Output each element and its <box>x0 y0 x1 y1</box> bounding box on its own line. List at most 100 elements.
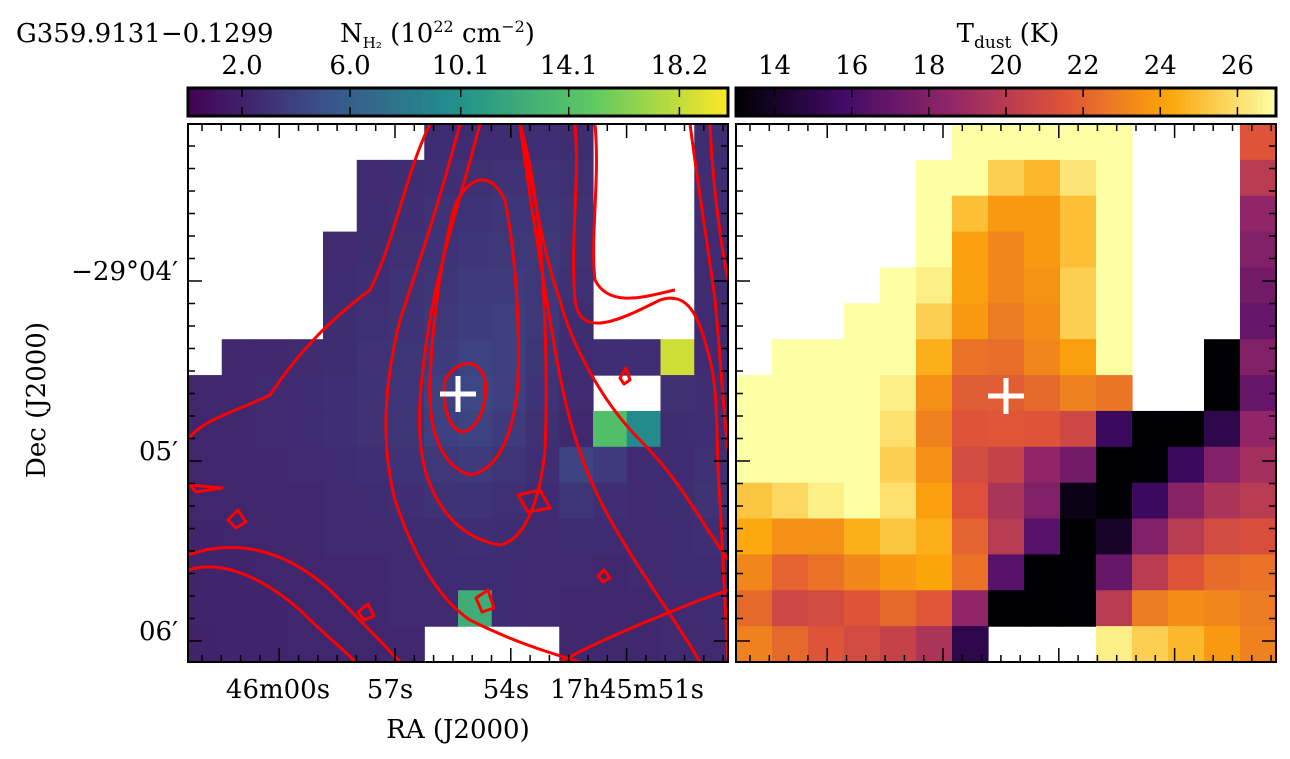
right-colorbar-segment <box>1132 88 1137 116</box>
left-colorbar-segment <box>566 88 571 116</box>
right-cell-r11-c10 <box>1096 518 1133 555</box>
left-cell-r13-c3 <box>289 590 324 627</box>
left-colorbar-segment <box>588 88 594 116</box>
left-cell-r10-c12 <box>593 482 628 520</box>
right-colorbar-segment <box>1015 88 1020 116</box>
right-cell-r5-c4 <box>880 303 917 340</box>
left-colorbar-segment <box>327 88 333 116</box>
right-cell-r1-c6 <box>952 159 989 197</box>
right-cell-r12-c12 <box>1168 554 1205 591</box>
right-colorbar-segment <box>938 88 944 116</box>
right-colorbar-segment <box>1213 88 1218 116</box>
right-colorbar-segment <box>1055 88 1061 116</box>
left-colorbar-segment <box>606 88 612 116</box>
right-cell-r12-c6 <box>952 554 989 591</box>
left-cbar-base: N <box>340 19 363 49</box>
right-cell-r5-c5 <box>916 303 953 340</box>
right-colorbar-segment <box>1231 88 1236 116</box>
right-cell-r0-c14 <box>1240 124 1276 161</box>
left-cell-r8-c7 <box>424 410 459 448</box>
right-colorbar-segment <box>799 88 804 116</box>
right-cell-r0-c7 <box>988 124 1025 161</box>
left-colorbar-segment <box>246 88 252 116</box>
left-cell-r10-c5 <box>356 482 392 520</box>
left-cell-r5-c4 <box>323 303 358 340</box>
y-axis-label: Dec (J2000) <box>22 322 52 478</box>
left-colorbar-segment <box>341 88 346 116</box>
right-colorbar-segment <box>997 88 1002 116</box>
left-cell-r8-c10 <box>525 410 560 448</box>
left-cell-r11-c10 <box>525 518 560 555</box>
left-cell-r5-c8 <box>458 303 493 340</box>
right-colorbar-segment <box>875 88 881 116</box>
left-colorbar <box>186 86 730 118</box>
right-cell-r10-c8 <box>1024 482 1061 520</box>
left-colorbar-segment <box>291 88 297 116</box>
right-colorbar-segment <box>835 88 840 116</box>
left-cbar-close: ) <box>525 19 535 49</box>
left-cell-r7-c9 <box>491 375 527 412</box>
right-colorbar-segment <box>952 88 957 116</box>
left-colorbar-segment <box>647 88 652 116</box>
left-colorbar-segment <box>264 88 270 116</box>
left-colorbar-segment <box>210 88 216 116</box>
left-cell-r1-c5 <box>356 159 392 197</box>
left-cell-r13-c11 <box>559 590 594 627</box>
left-colorbar-segment <box>188 88 193 116</box>
right-cell-r8-c12 <box>1168 410 1205 448</box>
right-colorbar-segment <box>1028 88 1034 116</box>
right-cell-r7-c5 <box>916 375 953 412</box>
left-colorbar-segment <box>633 88 639 116</box>
right-colorbar-segment <box>749 88 755 116</box>
right-colorbar-segment <box>781 88 786 116</box>
right-colorbar-segment <box>826 88 831 116</box>
left-cell-r7-c10 <box>525 375 560 412</box>
right-cell-r13-c9 <box>1060 590 1097 627</box>
right-cell-r8-c9 <box>1060 410 1097 448</box>
left-cell-r9-c11 <box>559 446 594 484</box>
right-cell-r8-c10 <box>1096 410 1133 448</box>
contour-level-5 <box>442 362 488 434</box>
x-tick-label-57s: 57s <box>367 675 413 705</box>
left-colorbar-segment <box>278 88 283 116</box>
left-colorbar-segment <box>458 88 463 116</box>
left-colorbar-segment <box>489 88 495 116</box>
left-colorbar-segment <box>467 88 472 116</box>
left-cell-r9-c12 <box>593 446 628 484</box>
left-colorbar-segment <box>629 88 634 116</box>
left-colorbar-segment <box>219 88 225 116</box>
right-cell-r2-c7 <box>988 195 1025 233</box>
right-colorbar-segment <box>1069 88 1074 116</box>
right-colorbar-segment <box>1082 88 1088 116</box>
right-colorbar-segment <box>1024 88 1029 116</box>
right-colorbar-segment <box>1060 88 1065 116</box>
left-cell-r5-c15 <box>694 303 728 340</box>
right-colorbar-segment <box>812 88 818 116</box>
left-colorbar-segment <box>696 88 702 116</box>
right-cell-r11-c3 <box>844 518 881 555</box>
right-colorbar-segment <box>1046 88 1052 116</box>
left-cbar-sub: H₂ <box>363 34 382 52</box>
left-colorbar-segment <box>363 88 369 116</box>
left-colorbar-segment <box>318 88 324 116</box>
right-cell-r3-c8 <box>1024 231 1061 269</box>
left-colorbar-segment <box>638 88 643 116</box>
left-cell-r8-c14 <box>660 410 695 448</box>
left-cell-r4-c4 <box>323 267 358 304</box>
left-cell-r7-c3 <box>289 375 324 412</box>
left-cell-r9-c3 <box>289 446 324 484</box>
right-cell-r14-c13 <box>1204 626 1241 662</box>
right-colorbar-segment <box>1172 88 1178 116</box>
right-cell-r9-c4 <box>880 446 917 484</box>
right-cell-r8-c14 <box>1240 410 1276 448</box>
left-colorbar-segment <box>552 88 558 116</box>
left-colorbar-segment <box>503 88 508 116</box>
right-cell-r5-c9 <box>1060 303 1097 340</box>
right-colorbar-segment <box>1208 88 1214 116</box>
left-cell-r6-c3 <box>289 339 324 376</box>
right-cell-r10-c3 <box>844 482 881 520</box>
left-cell-r13-c13 <box>626 590 662 627</box>
left-cell-r10-c7 <box>424 482 459 520</box>
right-cell-r13-c8 <box>1024 590 1061 627</box>
left-colorbar-segment <box>390 88 396 116</box>
